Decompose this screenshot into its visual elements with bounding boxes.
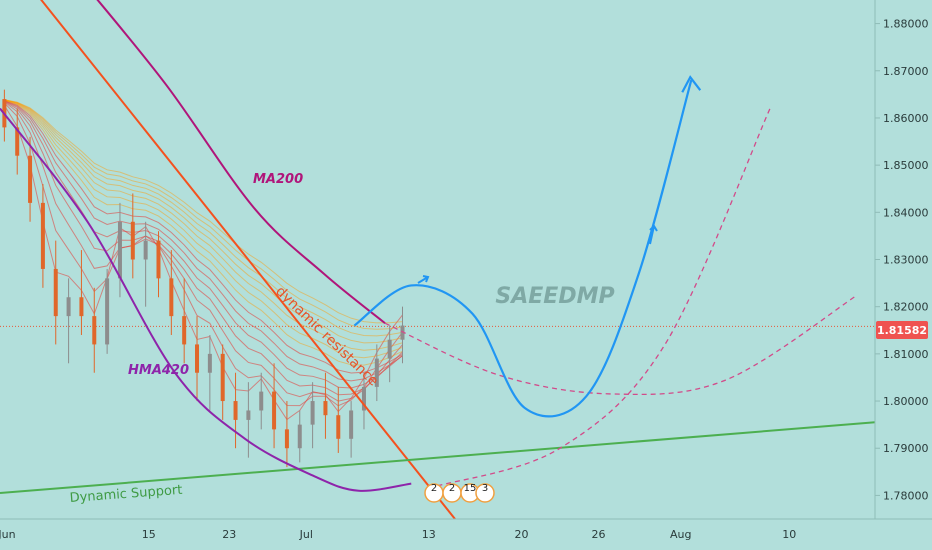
- time-tick-label: 26: [592, 528, 606, 541]
- candle-body: [400, 325, 405, 340]
- candle-body: [53, 268, 58, 317]
- ma-ribbon-line: [4, 99, 403, 359]
- time-tick-label: 20: [515, 528, 529, 541]
- plot-area[interactable]: [0, 0, 876, 520]
- candle-body: [15, 127, 20, 156]
- price-tick-label: 1.84000: [883, 206, 929, 219]
- ma-ribbon-line: [3, 105, 403, 421]
- small-arrow-icon: [649, 224, 658, 245]
- ma-ribbon-line: [4, 99, 403, 324]
- time-axis[interactable]: Jun 15 23 Jul 13 20 26 Aug 10: [0, 528, 796, 541]
- time-tick-label: 10: [782, 528, 796, 541]
- candle-body: [79, 297, 84, 317]
- ma200-line: [96, 0, 386, 324]
- event-markers[interactable]: 2 2 15 3: [424, 483, 495, 503]
- price-tick-label: 1.81000: [883, 348, 929, 361]
- dynamic-support-line: [0, 421, 876, 495]
- price-axis[interactable]: 1.88000 1.87000 1.86000 1.85000 1.84000 1.830…: [875, 18, 929, 503]
- candle-body: [284, 429, 289, 449]
- event-marker-count: 2: [449, 483, 455, 494]
- ma-ribbon-line: [4, 99, 403, 344]
- price-tick-label: 1.88000: [883, 18, 929, 31]
- candle-body: [156, 240, 161, 279]
- candle-body: [40, 202, 45, 269]
- price-tick-label: 1.86000: [883, 112, 929, 125]
- projection-dashed-1: [384, 294, 858, 396]
- candle-body: [130, 221, 135, 260]
- event-marker-count: 15: [464, 483, 477, 494]
- ma200-label: MA200: [253, 172, 303, 187]
- candle-body: [143, 240, 148, 260]
- ma-ribbon-line: [4, 99, 403, 337]
- small-arrow-icon: [417, 275, 430, 284]
- candle-body: [310, 401, 315, 425]
- candle-body: [259, 391, 264, 411]
- arrow-head-icon: [681, 75, 702, 93]
- event-marker-count: 3: [482, 483, 488, 494]
- current-price-badge-bg: [876, 321, 928, 339]
- price-tick-label: 1.87000: [883, 65, 929, 78]
- time-tick-label: 15: [142, 528, 156, 541]
- candle-body: [374, 358, 379, 387]
- time-tick-label: 13: [422, 528, 436, 541]
- time-tick-label: Jun: [0, 528, 16, 541]
- candle-body: [117, 221, 122, 279]
- current-price-badge: 1.81582: [876, 321, 928, 339]
- candle-body: [105, 278, 110, 345]
- candle-body: [207, 353, 212, 373]
- watermark-text: SAEEDMP: [495, 284, 614, 309]
- hma420-line: [0, 107, 412, 492]
- ma-ribbon-line: [4, 99, 403, 330]
- candle-body: [220, 353, 225, 402]
- candle-body: [349, 410, 354, 439]
- candle-body: [387, 339, 392, 359]
- price-tick-label: 1.78000: [883, 489, 929, 502]
- hma420-label: HMA420: [128, 363, 189, 378]
- ma-ribbon-line: [4, 102, 403, 407]
- candle-body: [272, 391, 277, 430]
- dynamic-resistance-line: [40, 0, 456, 520]
- ma-ribbon-line: [4, 101, 403, 402]
- ma-ribbon-line: [4, 99, 403, 351]
- time-tick-label: Jul: [299, 528, 313, 541]
- candle-body: [182, 316, 187, 345]
- time-tick-label: Aug: [670, 528, 691, 541]
- projection-dashed-2: [437, 108, 771, 487]
- candle-body: [297, 424, 302, 449]
- event-marker-count: 2: [431, 483, 437, 494]
- ma-ribbon-line: [4, 99, 403, 366]
- projection-blue-line: [353, 79, 693, 418]
- candle-body: [336, 415, 341, 439]
- candle-body: [323, 401, 328, 416]
- ma-ribbon-line: [4, 100, 403, 396]
- price-tick-label: 1.80000: [883, 395, 929, 408]
- ma-ribbon-line: [4, 100, 403, 382]
- candle-body: [246, 410, 251, 420]
- price-tick-label: 1.83000: [883, 254, 929, 267]
- candle-body: [195, 344, 200, 373]
- candle-body: [233, 401, 238, 420]
- time-tick-label: 23: [222, 528, 236, 541]
- current-price-text: 1.81582: [877, 324, 927, 337]
- price-tick-label: 1.79000: [883, 442, 929, 455]
- candle-body: [169, 278, 174, 317]
- price-tick-label: 1.82000: [883, 301, 929, 314]
- candle-body: [361, 386, 366, 411]
- price-tick-label: 1.85000: [883, 159, 929, 172]
- event-marker: [475, 483, 495, 503]
- ma-ribbon-line: [4, 100, 403, 389]
- candle-body: [66, 297, 71, 317]
- candle-body: [28, 155, 33, 203]
- candle-body: [92, 316, 97, 345]
